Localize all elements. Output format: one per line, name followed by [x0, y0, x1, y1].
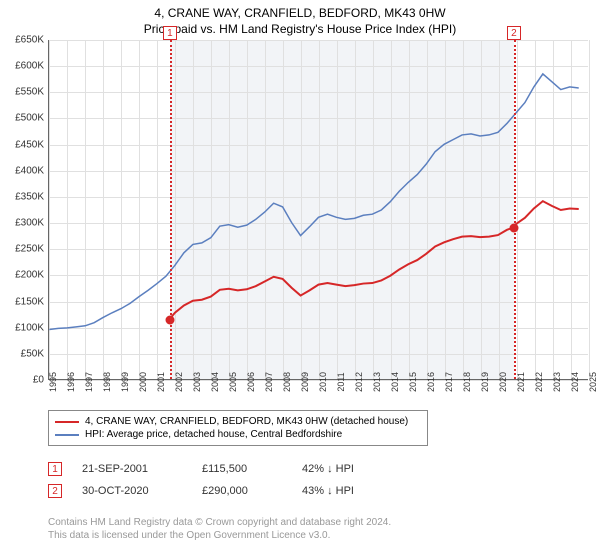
- sale-marker: [165, 315, 174, 324]
- line-layer: [49, 40, 588, 379]
- sale-price: £115,500: [202, 463, 282, 475]
- x-tick-label: 2023: [552, 372, 562, 392]
- marker-vline-label: 1: [163, 26, 177, 40]
- legend-item: 4, CRANE WAY, CRANFIELD, BEDFORD, MK43 0…: [55, 415, 421, 428]
- x-tick-label: 2019: [480, 372, 490, 392]
- x-tick-label: 2004: [210, 372, 220, 392]
- x-tick-label: 2025: [588, 372, 598, 392]
- y-tick-label: £450K: [15, 139, 44, 150]
- sale-date: 21-SEP-2001: [82, 463, 182, 475]
- x-tick-label: 2009: [300, 372, 310, 392]
- x-tick-label: 2002: [174, 372, 184, 392]
- sale-number-badge: 1: [48, 462, 62, 476]
- marker-vline: [514, 40, 516, 379]
- sale-pct-vs-hpi: 42% ↓ HPI: [302, 463, 402, 475]
- legend: 4, CRANE WAY, CRANFIELD, BEDFORD, MK43 0…: [48, 410, 428, 446]
- sale-marker: [509, 224, 518, 233]
- y-axis: £0£50K£100K£150K£200K£250K£300K£350K£400…: [0, 40, 48, 380]
- y-tick-label: £500K: [15, 113, 44, 124]
- x-tick-label: 2013: [372, 372, 382, 392]
- series-line-paid: [170, 201, 579, 319]
- x-tick-label: 2014: [390, 372, 400, 392]
- footer-line-2: This data is licensed under the Open Gov…: [48, 529, 568, 542]
- footer-attribution: Contains HM Land Registry data © Crown c…: [48, 516, 568, 542]
- x-tick-label: 2024: [570, 372, 580, 392]
- x-tick-label: 2003: [192, 372, 202, 392]
- legend-label: 4, CRANE WAY, CRANFIELD, BEDFORD, MK43 0…: [85, 416, 408, 427]
- x-tick-label: 2000: [138, 372, 148, 392]
- x-tick-label: 1997: [84, 372, 94, 392]
- y-tick-label: £250K: [15, 244, 44, 255]
- x-axis: 1995199619971998199920002001200220032004…: [48, 380, 588, 400]
- legend-label: HPI: Average price, detached house, Cent…: [85, 429, 342, 440]
- x-tick-label: 2008: [282, 372, 292, 392]
- x-tick-label: 2018: [462, 372, 472, 392]
- y-tick-label: £650K: [15, 35, 44, 46]
- x-tick-label: 2006: [246, 372, 256, 392]
- y-tick-label: £600K: [15, 61, 44, 72]
- y-tick-label: £300K: [15, 218, 44, 229]
- y-tick-label: £550K: [15, 87, 44, 98]
- sale-price: £290,000: [202, 485, 282, 497]
- legend-item: HPI: Average price, detached house, Cent…: [55, 428, 421, 441]
- x-tick-label: 2016: [426, 372, 436, 392]
- x-tick-label: 1999: [120, 372, 130, 392]
- x-tick-label: 2021: [516, 372, 526, 392]
- x-tick-label: 2022: [534, 372, 544, 392]
- chart-title: 4, CRANE WAY, CRANFIELD, BEDFORD, MK43 0…: [0, 6, 600, 20]
- sales-table: 1 21-SEP-2001 £115,500 42% ↓ HPI 2 30-OCT-202…: [48, 458, 568, 502]
- sale-pct-vs-hpi: 43% ↓ HPI: [302, 485, 402, 497]
- y-tick-label: £100K: [15, 322, 44, 333]
- x-tick-label: 2011: [336, 372, 346, 391]
- x-tick-label: 1995: [48, 372, 58, 392]
- marker-vline-label: 2: [507, 26, 521, 40]
- x-tick-label: 2012: [354, 372, 364, 392]
- y-tick-label: £0: [33, 375, 44, 386]
- y-tick-label: £150K: [15, 296, 44, 307]
- x-tick-label: 2017: [444, 372, 454, 392]
- footer-line-1: Contains HM Land Registry data © Crown c…: [48, 516, 568, 529]
- x-tick-label: 2015: [408, 372, 418, 392]
- plot-area: 12: [48, 40, 588, 380]
- x-tick-label: 1996: [66, 372, 76, 392]
- sale-number-badge: 2: [48, 484, 62, 498]
- gridline-v: [589, 40, 590, 379]
- sale-row: 2 30-OCT-2020 £290,000 43% ↓ HPI: [48, 480, 568, 502]
- x-tick-label: 2010: [318, 372, 328, 392]
- chart-area: £0 £50K £100K £150K £200K £250K £300K £350K £400…: [0, 40, 600, 400]
- marker-vline: [170, 40, 172, 379]
- y-tick-label: £200K: [15, 270, 44, 281]
- x-tick-label: 2001: [156, 372, 166, 392]
- y-tick-label: £50K: [21, 348, 44, 359]
- y-tick-label: £400K: [15, 165, 44, 176]
- sale-row: 1 21-SEP-2001 £115,500 42% ↓ HPI: [48, 458, 568, 480]
- y-tick-label: £350K: [15, 191, 44, 202]
- x-tick-label: 2007: [264, 372, 274, 392]
- x-tick-label: 2005: [228, 372, 238, 392]
- sale-date: 30-OCT-2020: [82, 485, 182, 497]
- series-line-hpi: [49, 74, 578, 330]
- x-tick-label: 1998: [102, 372, 112, 392]
- chart-container: 4, CRANE WAY, CRANFIELD, BEDFORD, MK43 0…: [0, 0, 600, 560]
- legend-swatch: [55, 421, 79, 423]
- x-tick-label: 2020: [498, 372, 508, 392]
- legend-swatch: [55, 434, 79, 436]
